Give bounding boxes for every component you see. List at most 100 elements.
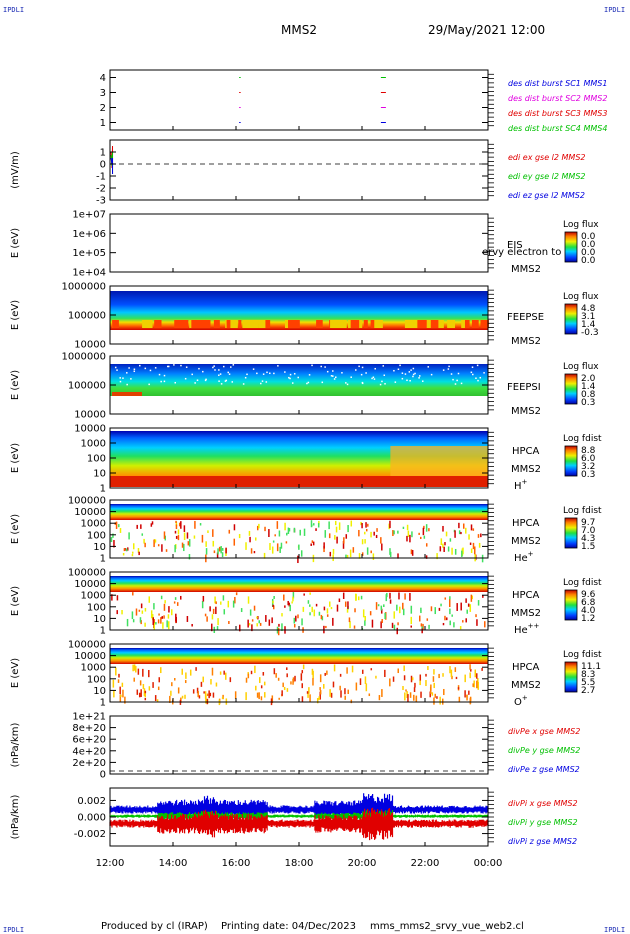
heatmap-speckle: [307, 381, 310, 384]
heatmap-speckle: [268, 619, 271, 626]
heatmap-speckle: [409, 379, 411, 382]
heatmap-speckle: [360, 595, 363, 600]
heatmap-speckle: [205, 548, 208, 555]
colorbar-tick-label: 8.3: [581, 670, 595, 680]
time-tick-label: 22:00: [411, 858, 440, 869]
heatmap-speckle: [213, 550, 216, 554]
colorbar: [564, 661, 578, 693]
heatmap-speckle: [361, 552, 364, 556]
heatmap-speckle: [332, 375, 334, 377]
y-axis-label: (nPa/km): [10, 723, 21, 768]
heatmap-speckle: [397, 668, 399, 674]
legend-entry: des dist burst SC1 MMS1: [508, 79, 607, 88]
heatmap-speckle: [449, 596, 451, 600]
heatmap-speckle: [110, 537, 113, 543]
heatmap-speckle: [151, 614, 154, 621]
heatmap-speckle: [404, 373, 407, 375]
heatmap-speckle: [452, 378, 454, 381]
heatmap-speckle: [330, 607, 333, 610]
panel-stack: 1 2 3 4 des dist burst SC1 MMS1 des dist burs…: [10, 69, 607, 847]
heatmap-speckle: [350, 320, 360, 328]
heatmap-speckle: [458, 530, 461, 535]
charge-superscript: +: [522, 478, 528, 486]
heatmap-speckle: [472, 528, 475, 531]
heatmap-speckle: [175, 613, 177, 622]
heatmap-speckle: [163, 374, 166, 377]
heatmap-speckle: [310, 520, 313, 528]
heatmap-speckle: [409, 692, 412, 698]
heatmap-speckle: [242, 320, 254, 328]
heatmap-speckle: [334, 535, 336, 540]
heatmap-speckle: [358, 553, 361, 559]
heatmap-speckle: [174, 544, 176, 553]
heatmap-speckle: [364, 676, 367, 685]
heatmap-speckle: [469, 604, 472, 612]
heatmap-speckle: [250, 670, 253, 675]
heatmap-speckle: [312, 678, 314, 686]
heatmap-speckle: [184, 680, 187, 684]
heatmap-speckle: [231, 381, 234, 383]
heatmap-speckle: [294, 675, 296, 682]
heatmap-speckle: [214, 596, 216, 604]
heatmap-speckle: [365, 372, 367, 374]
heatmap-speckle: [447, 546, 450, 552]
heatmap-speckle: [358, 365, 360, 368]
heatmap-speckle: [277, 627, 280, 636]
heatmap-speckle: [350, 376, 352, 378]
heatmap-speckle: [364, 615, 366, 622]
legend-entry: des dist burst SC3 MMS3: [508, 109, 607, 118]
heatmap-speckle: [419, 680, 421, 686]
heatmap-speckle: [402, 526, 405, 529]
heatmap-speckle: [112, 392, 142, 396]
heatmap-speckle: [451, 547, 453, 555]
heatmap-speckle: [174, 530, 177, 534]
heatmap-speckle: [175, 521, 178, 527]
heatmap-speckle: [253, 605, 256, 611]
heatmap-speckle: [167, 365, 169, 368]
heatmap-speckle: [336, 536, 338, 544]
heatmap-speckle: [462, 523, 465, 529]
colorbar: [564, 303, 578, 335]
heatmap-speckle: [292, 592, 295, 599]
heatmap-speckle: [424, 320, 434, 328]
heatmap-low-energy-band: [110, 476, 488, 487]
heatmap-speckle: [299, 529, 301, 536]
heatmap-speckle: [396, 627, 399, 635]
heatmap-speckle: [144, 367, 147, 370]
heatmap-speckle: [388, 523, 390, 530]
heatmap-speckle: [148, 596, 151, 603]
heatmap-speckle: [480, 533, 482, 538]
heatmap-speckle: [269, 372, 271, 375]
heatmap-speckle: [216, 552, 219, 559]
heatmap-speckle: [260, 382, 262, 385]
time-tick-label: 14:00: [159, 858, 188, 869]
heatmap-speckle: [475, 377, 477, 379]
colorbar-tick-label: 7.0: [581, 526, 596, 536]
heatmap-speckle: [432, 676, 435, 682]
heatmap-speckle: [319, 674, 322, 683]
heatmap-speckle: [350, 699, 353, 704]
heatmap-speckle: [470, 594, 473, 602]
heatmap-speckle: [392, 530, 394, 537]
y-tick-label: 2e+20: [72, 758, 106, 769]
heatmap-speckle: [316, 320, 323, 328]
heatmap-speckle: [144, 690, 147, 694]
heatmap-speckle: [385, 594, 388, 602]
colorbar-tick-label: 1.2: [581, 614, 595, 624]
heatmap-speckle: [160, 667, 162, 674]
heatmap-speckle: [155, 622, 157, 625]
heatmap-speckle: [217, 618, 219, 626]
heatmap-speckle: [212, 529, 214, 537]
heatmap-speckle: [444, 542, 446, 546]
heatmap-speckle: [370, 531, 372, 538]
header-spacecraft: MMS2: [281, 23, 317, 37]
heatmap-speckle: [195, 667, 197, 671]
heatmap-speckle: [286, 667, 288, 670]
heatmap-speckle: [123, 548, 126, 552]
heatmap-speckle: [361, 522, 363, 529]
heatmap-speckle: [412, 373, 415, 376]
heatmap-speckle: [148, 686, 151, 691]
heatmap-speckle: [326, 670, 328, 675]
heatmap-speckle: [468, 690, 470, 695]
spacecraft-label: MMS2: [511, 680, 541, 691]
